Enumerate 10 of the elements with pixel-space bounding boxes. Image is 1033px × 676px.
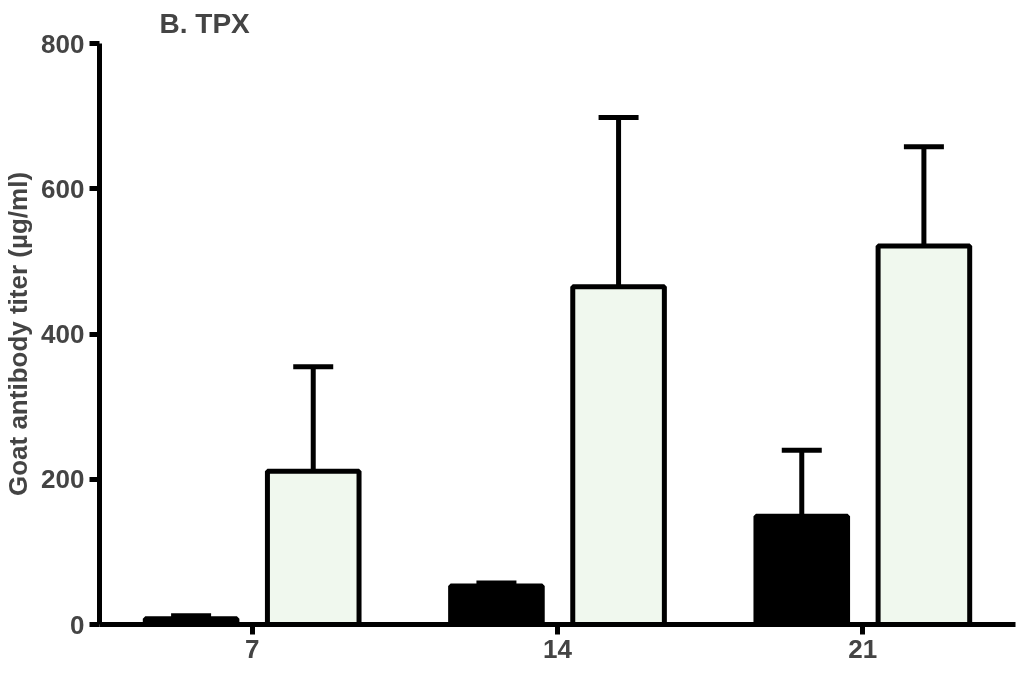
y-tick-label: 400 bbox=[41, 319, 85, 349]
x-tick-label: 7 bbox=[244, 633, 260, 664]
y-axis-title: Goat antibody titer (µg/ml) bbox=[3, 171, 34, 497]
y-tick-label: 600 bbox=[41, 173, 85, 204]
x-tick-label: 14 bbox=[543, 633, 573, 664]
y-tick-label: 800 bbox=[41, 28, 85, 59]
y-tick-label: 0 bbox=[70, 609, 85, 640]
x-tick-label: 21 bbox=[848, 633, 878, 664]
chart-title: B. TPX bbox=[159, 7, 251, 39]
y-tick-label: 200 bbox=[41, 464, 85, 495]
